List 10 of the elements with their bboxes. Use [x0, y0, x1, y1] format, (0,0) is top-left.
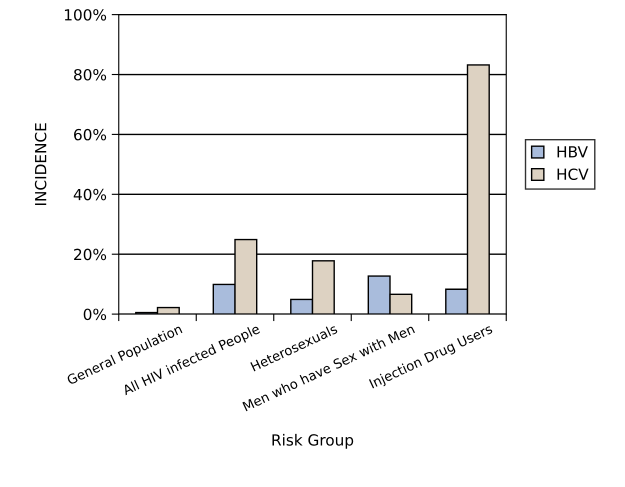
y-axis-title: INCIDENCE: [34, 123, 46, 206]
y-tick-label: 40%: [74, 188, 106, 200]
y-tick-label: 0%: [84, 308, 106, 320]
y-tick-label: 80%: [74, 68, 106, 81]
y-tick-label: 20%: [74, 248, 106, 260]
legend-label: HBV: [558, 146, 588, 158]
y-tick-label: 100%: [64, 9, 106, 21]
y-tick-label: 60%: [74, 128, 106, 140]
legend-label: HCV: [558, 168, 589, 180]
x-axis-title: Risk Group: [272, 434, 354, 449]
